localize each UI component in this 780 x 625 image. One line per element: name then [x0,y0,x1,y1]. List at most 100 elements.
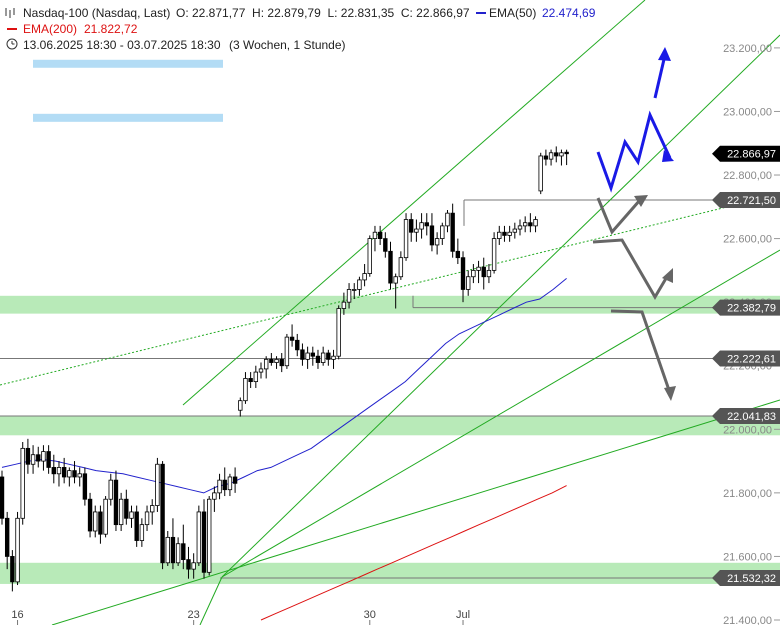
candle [310,346,315,366]
candle-body [305,352,310,360]
candle [471,264,476,284]
x-tick-label: 30 [364,609,376,621]
candle [543,149,549,166]
ema200-swatch [7,28,17,30]
candle-body [269,358,274,363]
candle-body [486,269,492,278]
y-tick-label: 21.600,00 [723,551,772,563]
candle [533,216,538,233]
candle-body [139,524,145,541]
candle-body [25,447,31,465]
candle [253,365,259,388]
candle [554,146,559,163]
candle [160,461,165,570]
candle-body [471,269,476,278]
candle [528,213,533,233]
candle-body [367,238,372,274]
candle-body [51,467,56,475]
candle [445,209,450,233]
candle-body [15,517,20,583]
candle [72,461,77,484]
y-tick-label: 23.000,00 [723,106,772,118]
ema200-label: EMA(200) [23,22,77,36]
candle-body [170,536,176,564]
candle [108,473,113,506]
candle [248,372,253,388]
candle [507,225,512,242]
candle-body [258,368,264,373]
candle-body [20,447,25,519]
gray-arrowhead [634,195,648,207]
candle-body [424,222,429,227]
candlesticks [0,146,569,592]
candle [227,473,233,497]
candle [93,505,98,538]
candle-body [232,476,238,484]
candle-body [118,498,124,526]
candle-body [434,238,440,246]
candle [548,149,554,166]
candle [331,349,336,369]
support-zone [0,295,780,314]
candle-body [300,349,305,360]
candle-body [248,378,253,383]
candle [341,292,347,315]
candle-body [206,498,212,573]
candle-body [124,498,129,519]
gray-projection [592,238,670,300]
candle-body [403,219,409,259]
x-axis: 16 23 30 Jul [11,609,470,625]
candle-body [253,371,259,383]
candle-body [460,257,466,290]
y-tick-label: 21.400,00 [723,615,772,625]
candle [212,486,217,512]
gray-projection [610,309,672,394]
candle-body [543,155,549,160]
candle-body [181,543,186,561]
candle [522,216,528,233]
candle [367,235,372,277]
candle-body [150,505,155,513]
candle-body [30,454,36,465]
candle [217,473,222,500]
candle [346,283,352,309]
candle-body [512,228,518,233]
level-price-label: 22.041,83 [712,408,780,425]
candle [51,454,56,484]
candle [46,445,51,474]
price-label-bg [712,145,780,162]
candle [87,492,93,538]
candle [144,505,150,532]
candle-body [103,498,108,535]
candle [0,470,5,525]
candle-body [331,355,336,360]
candle-body [357,279,362,290]
price-label-bg [712,191,780,208]
candle-body [538,155,543,192]
candle [289,324,295,347]
candle [305,346,310,369]
candle [300,343,305,366]
candle-body [217,479,222,494]
candle-body [134,511,139,541]
candle [206,496,212,576]
projection-arrows [592,47,676,401]
candle [326,349,331,366]
candle [497,225,502,245]
gray-projection [596,197,642,235]
level-price-label: 22.382,79 [712,299,780,316]
candle [419,213,424,239]
candle [77,467,82,487]
candle-body [108,479,113,500]
candle-body [393,276,398,284]
candle-body [388,250,393,284]
level-price-label: 21.532,32 [712,569,780,586]
gray-arrowhead [662,268,673,283]
candle [134,505,139,547]
date-range: 13.06.2025 18:30 - 03.07.2025 18:30 [23,38,221,52]
candle [4,511,10,570]
candle-body [201,511,207,573]
candle-body [155,463,160,506]
support-zone [0,562,780,584]
